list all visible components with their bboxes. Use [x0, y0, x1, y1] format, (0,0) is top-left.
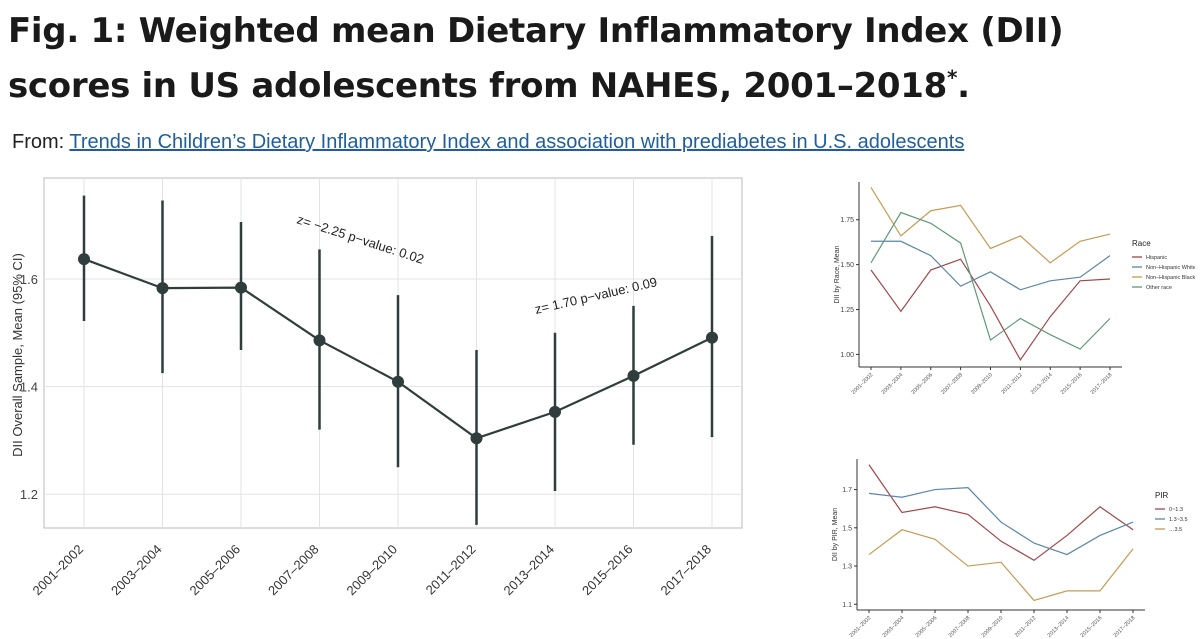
series-line-0 [870, 258, 1111, 361]
series-line-0 [868, 464, 1134, 562]
y-tick-label: 1.75 [840, 217, 854, 224]
source-line: From: Trends in Children’s Dietary Infla… [12, 131, 964, 154]
x-tick-label: 2017–2018 [1113, 615, 1137, 639]
x-tick-label: 2017–2018 [657, 542, 714, 599]
x-tick-label: 2001–2002 [851, 372, 875, 394]
mean-point [313, 334, 326, 347]
x-tick-label: 2015–2016 [1060, 372, 1084, 394]
legend-entry: Hispanic [1146, 255, 1167, 261]
y-tick-label: 1.2 [20, 487, 38, 502]
y-tick-label: 1.5 [842, 525, 852, 532]
y-tick-label: 1.6 [20, 272, 38, 287]
x-tick-label: 2009–2010 [970, 372, 994, 394]
x-tick-label: 2009–2010 [343, 542, 400, 599]
y-tick-label: 1.25 [840, 307, 854, 314]
plot-panel [43, 177, 743, 529]
x-tick-label: 2017–2018 [1090, 372, 1114, 394]
figure-title-text: Fig. 1: Weighted mean Dietary Inflammato… [8, 11, 1064, 106]
y-tick-label: 1.00 [840, 352, 854, 359]
pir-subchart: 1.1 1.3 1.5 1.7 2001–2002 2003–2004 2005–2006 2… [832, 459, 1188, 639]
legend-entry: …3.5 [1169, 527, 1182, 533]
x-tick-label: 2013–2014 [1047, 615, 1071, 639]
main-chart: 1.2 1.4 1.6 2001–2002 2003–2004 2005–2006 2007… [10, 177, 743, 599]
x-tick-label: 2015–2016 [1080, 615, 1104, 639]
x-tick-label: 2011–2012 [1000, 372, 1023, 394]
y-tick-label: 1.1 [842, 602, 852, 609]
x-tick-label: 2013–2014 [1030, 372, 1054, 394]
x-tick-label: 2009–2010 [981, 615, 1005, 639]
legend-title: Race [1132, 239, 1151, 248]
legend-entry: Non–Hispanic White [1146, 265, 1195, 271]
mean-point [549, 405, 561, 418]
x-tick-label: 2007–2008 [948, 615, 972, 639]
legend-title: PIR [1155, 491, 1169, 500]
legend-entry: 1.3~3.5 [1169, 517, 1188, 523]
title-asterisk: * [946, 65, 958, 90]
race-subchart: 1.00 1.25 1.50 1.75 2001–2002 2003–2004 2005–2… [834, 182, 1195, 394]
x-tick-label: 2013–2014 [500, 542, 557, 599]
mean-point [627, 369, 640, 382]
x-tick-label: 2005–2006 [910, 372, 934, 394]
x-tick-label: 2003–2004 [881, 372, 905, 394]
from-label: From: [12, 131, 65, 153]
mean-point [392, 375, 404, 388]
mean-point [235, 281, 247, 294]
mean-point [470, 432, 483, 445]
legend-entry: Non–Hispanic Black [1146, 275, 1195, 281]
legend-entry: Other race [1146, 285, 1172, 291]
x-tick-label: 2007–2008 [265, 542, 322, 599]
title-period: . [957, 66, 970, 106]
x-tick-label: 2015–2016 [579, 542, 636, 599]
source-article-link[interactable]: Trends in Children’s Dietary Inflammator… [69, 131, 965, 153]
x-tick-label: 2011–2012 [423, 542, 479, 598]
y-tick-label: 1.50 [840, 262, 854, 269]
x-tick-label: 2001–2002 [29, 542, 86, 599]
y-tick-label: 1.7 [842, 487, 852, 494]
y-axis-label: DII by Race, Mean [834, 245, 841, 303]
series-line-2 [868, 529, 1134, 602]
mean-point [156, 282, 169, 295]
x-tick-label: 2011–2012 [1014, 615, 1037, 638]
y-tick-label: 1.3 [842, 564, 852, 571]
x-tick-label: 2007–2008 [940, 372, 964, 394]
figure-title: Fig. 1: Weighted mean Dietary Inflammato… [8, 4, 1193, 114]
x-tick-label: 2003–2004 [882, 615, 906, 639]
legend-entry: 0~1.3 [1169, 507, 1183, 513]
x-tick-label: 2005–2006 [915, 615, 939, 639]
mean-point [78, 253, 90, 266]
series-line-2 [870, 187, 1111, 264]
x-tick-label: 2003–2004 [108, 542, 165, 599]
y-axis-label: DII by PIR, Mean [832, 508, 839, 561]
series-line-1 [871, 240, 1111, 291]
x-tick-label: 2001–2002 [849, 615, 873, 639]
y-axis-label: DII Overall Sample, Mean (95% CI) [10, 253, 25, 457]
series-line-3 [870, 211, 1111, 350]
mean-point [706, 331, 718, 344]
x-tick-label: 2005–2006 [186, 542, 243, 599]
y-tick-label: 1.4 [20, 380, 38, 395]
series-line-1 [868, 487, 1134, 556]
